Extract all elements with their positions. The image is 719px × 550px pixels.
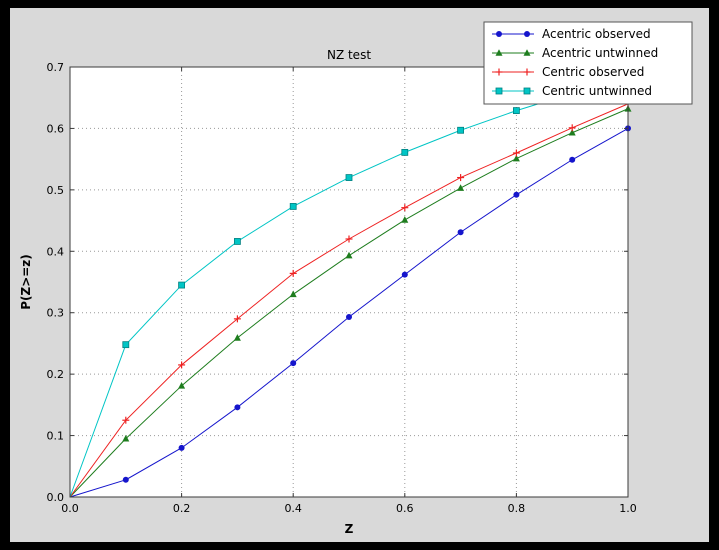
y-tick-label: 0.4 [47, 245, 65, 258]
x-tick-label: 1.0 [619, 502, 637, 515]
marker-circle [178, 444, 185, 451]
marker-square [401, 148, 409, 156]
marker-triangle [178, 382, 186, 389]
legend-entry-acentric-observed: Acentric observed [492, 27, 651, 41]
chart-svg: 0.0 0.2 0.4 0.6 0.8 1.0 0.0 0.1 0.2 0.3 0.4 0.5 0.6 0… [19, 21, 693, 536]
marker-triangle [457, 184, 465, 191]
marker-circle [513, 191, 520, 198]
series-markers-acentric-untwinned [122, 104, 632, 442]
x-tick-label: 0.2 [173, 502, 191, 515]
legend-entry-centric-observed: Centric observed [492, 65, 644, 79]
y-tick-label: 0.2 [47, 368, 65, 381]
marker-triangle [345, 251, 353, 259]
marker-circle [122, 476, 129, 483]
chart-title: NZ test [327, 48, 371, 62]
marker-triangle [289, 290, 297, 298]
x-tick-label: 0.4 [284, 502, 302, 515]
legend-box [483, 21, 693, 105]
marker-circle [457, 229, 464, 236]
axes-frame [69, 66, 629, 498]
y-tick-label: 0.7 [47, 61, 65, 74]
series-markers-centric-observed [122, 100, 632, 424]
marker-square [523, 87, 531, 95]
marker-triangle [122, 434, 130, 442]
marker-circle [496, 31, 502, 37]
legend-label: Centric observed [542, 65, 644, 79]
plot-area [70, 67, 628, 497]
marker-square [289, 203, 297, 210]
legend-entry-acentric-untwinned: Acentric untwinned [492, 46, 658, 60]
marker-triangle [568, 128, 576, 136]
marker-circle [401, 271, 408, 278]
marker-circle [234, 404, 241, 411]
y-tick-label: 0.1 [47, 430, 65, 443]
marker-square [512, 107, 520, 115]
y-axis-label: P(Z>=z) [19, 254, 33, 310]
legend-entry-centric-untwinned: Centric untwinned [492, 84, 652, 98]
y-tick-label: 0.3 [47, 307, 65, 320]
y-tick-label: 0.6 [47, 122, 65, 135]
y-tick-label: 0.5 [47, 184, 65, 197]
figure-canvas: 0.0 0.2 0.4 0.6 0.8 1.0 0.0 0.1 0.2 0.3 0.4 0.5 0.6 0… [10, 8, 709, 542]
x-tick-label: 0.0 [61, 502, 79, 515]
legend: Acentric observed Acentric untwinned Centr… [483, 21, 693, 105]
marker-triangle [512, 154, 520, 162]
marker-square [233, 238, 241, 245]
marker-circle [569, 156, 576, 163]
legend-label: Centric untwinned [542, 84, 652, 98]
marker-circle [290, 360, 297, 367]
y-tick-label: 0.0 [47, 491, 65, 504]
marker-square [178, 281, 186, 289]
marker-triangle [495, 49, 503, 56]
marker-triangle [233, 334, 241, 341]
legend-label: Acentric observed [542, 27, 651, 41]
marker-triangle [523, 49, 531, 56]
x-tick-label: 0.8 [508, 502, 526, 515]
marker-circle [524, 31, 530, 37]
legend-label: Acentric untwinned [542, 46, 658, 60]
x-tick-label: 0.6 [396, 502, 414, 515]
x-axis-label: Z [345, 522, 354, 536]
marker-triangle [401, 216, 409, 223]
marker-square [122, 341, 130, 349]
series-markers-acentric-observed [122, 125, 631, 483]
marker-square [457, 126, 465, 134]
marker-square [345, 174, 353, 181]
marker-square [495, 87, 503, 95]
marker-circle [346, 314, 352, 321]
